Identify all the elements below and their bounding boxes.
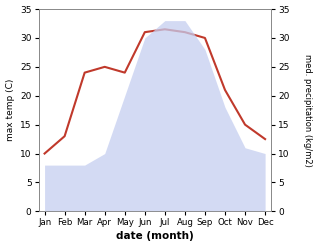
Y-axis label: med. precipitation (kg/m2): med. precipitation (kg/m2) — [303, 54, 313, 167]
Y-axis label: max temp (C): max temp (C) — [5, 79, 15, 141]
X-axis label: date (month): date (month) — [116, 231, 194, 242]
